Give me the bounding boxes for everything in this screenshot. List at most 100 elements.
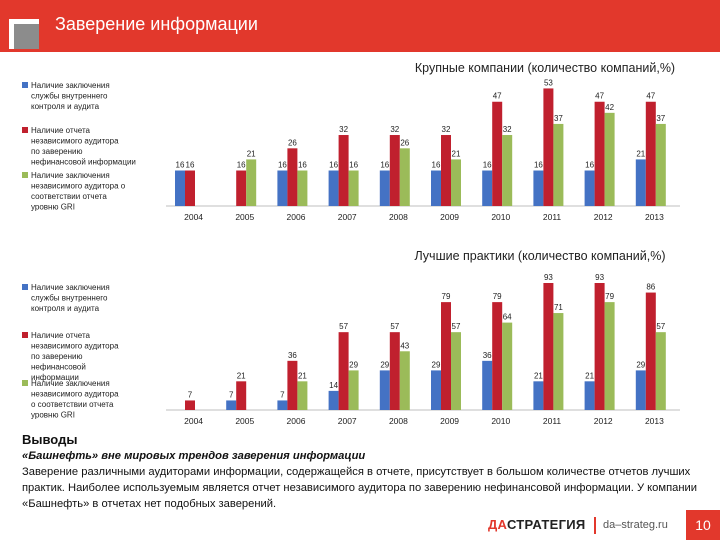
bar — [441, 135, 451, 206]
footer-brand-rest: СТРАТЕГИЯ — [506, 517, 586, 532]
legend-label: независимого аудитора — [31, 390, 119, 399]
data-label: 36 — [483, 351, 492, 360]
legend-label: Наличие заключения — [31, 379, 110, 388]
bar — [655, 123, 666, 206]
bar — [287, 148, 298, 206]
data-label: 93 — [595, 273, 604, 282]
data-label: 36 — [288, 351, 297, 360]
bar — [338, 332, 349, 410]
data-label: 32 — [339, 125, 348, 134]
x-tick-label: 2006 — [287, 212, 306, 222]
bar — [553, 313, 564, 410]
data-label: 16 — [534, 161, 543, 170]
legend-swatch — [22, 172, 28, 178]
x-tick-label: 2009 — [440, 416, 459, 426]
data-label: 57 — [339, 322, 348, 331]
data-label: 16 — [176, 161, 185, 170]
data-label: 29 — [636, 360, 645, 369]
legend-label: Наличие заключения — [31, 171, 110, 180]
bar — [594, 101, 605, 206]
x-tick-label: 2011 — [543, 212, 562, 222]
bar — [277, 400, 288, 410]
data-label: 47 — [646, 92, 655, 101]
bar — [236, 381, 247, 410]
legend-label: контроля и аудита — [31, 102, 100, 111]
footer-brand-da: ДА — [488, 517, 507, 532]
x-tick-label: 2008 — [389, 416, 408, 426]
bar — [431, 370, 441, 410]
bar — [492, 101, 503, 206]
data-label: 21 — [585, 371, 594, 380]
data-label: 47 — [493, 92, 502, 101]
legend-label: уровню GRI — [31, 411, 75, 420]
bar — [533, 381, 544, 410]
data-label: 16 — [432, 161, 441, 170]
data-label: 21 — [534, 371, 543, 380]
x-tick-label: 2009 — [440, 212, 459, 222]
chart-large-companies: Крупные компании (количество компаний,%)… — [22, 61, 680, 222]
bar — [175, 170, 185, 206]
legend-label: службы внутреннего — [31, 294, 108, 303]
data-label: 79 — [493, 292, 502, 301]
x-tick-label: 2007 — [338, 212, 357, 222]
legend-label: контроля и аудита — [31, 304, 100, 313]
legend-label: Наличие заключения — [31, 283, 110, 292]
x-tick-label: 2013 — [645, 212, 664, 222]
data-label: 16 — [349, 161, 358, 170]
x-tick-label: 2013 — [645, 416, 664, 426]
legend-label: нефинансовой — [31, 363, 86, 372]
conclusions-lead: «Башнефть» вне мировых трендов заверения… — [22, 450, 366, 462]
legend-label: Наличие заключения — [31, 81, 110, 90]
data-label: 32 — [503, 125, 512, 134]
data-label: 37 — [656, 114, 665, 123]
data-label: 71 — [554, 303, 563, 312]
legend-label: по заверению — [31, 352, 83, 361]
data-label: 26 — [288, 138, 297, 147]
header-bar: Заверение информации — [0, 0, 720, 52]
chart-best-practices: Лучшие практики (количество компаний,%) Н… — [22, 249, 680, 426]
data-label: 21 — [636, 149, 645, 158]
x-tick-label: 2005 — [235, 212, 254, 222]
legend-label: информации — [31, 373, 79, 382]
bar — [635, 159, 646, 206]
bar — [502, 135, 513, 206]
bar — [482, 360, 493, 410]
legend-label: Наличие отчета — [31, 331, 91, 340]
data-label: 86 — [646, 283, 655, 292]
footer-site: da–strateg.ru — [603, 519, 668, 531]
data-label: 64 — [503, 313, 512, 322]
data-label: 43 — [400, 341, 409, 350]
data-label: 47 — [595, 92, 604, 101]
bar — [533, 170, 544, 206]
data-label: 79 — [605, 292, 614, 301]
bar — [185, 400, 195, 410]
x-tick-label: 2008 — [389, 212, 408, 222]
bar — [185, 170, 195, 206]
x-tick-label: 2010 — [491, 212, 510, 222]
legend-label: нефинансовой информации — [31, 158, 136, 167]
bar — [338, 135, 349, 206]
bar — [594, 283, 605, 410]
data-label: 29 — [349, 360, 358, 369]
bar — [584, 381, 595, 410]
data-label: 21 — [452, 149, 461, 158]
bar — [553, 123, 564, 206]
data-label: 29 — [380, 360, 389, 369]
legend-label: уровню GRI — [31, 203, 75, 212]
bar — [226, 400, 237, 410]
conclusions-text: Заверение различными аудиторами информац… — [22, 466, 698, 510]
bar — [399, 148, 410, 206]
bar — [328, 170, 339, 206]
bar — [348, 170, 359, 206]
legend-swatch — [22, 332, 28, 338]
legend-label: по заверению — [31, 147, 83, 156]
bar — [543, 283, 554, 410]
legend-label: независимого аудитора — [31, 342, 119, 351]
x-tick-label: 2004 — [184, 416, 203, 426]
x-tick-label: 2010 — [491, 416, 510, 426]
x-tick-label: 2004 — [184, 212, 203, 222]
conclusions-body: «Башнефть» вне мировых трендов заверения… — [22, 448, 702, 512]
bar — [451, 159, 461, 206]
bar — [584, 170, 595, 206]
data-label: 42 — [605, 103, 614, 112]
